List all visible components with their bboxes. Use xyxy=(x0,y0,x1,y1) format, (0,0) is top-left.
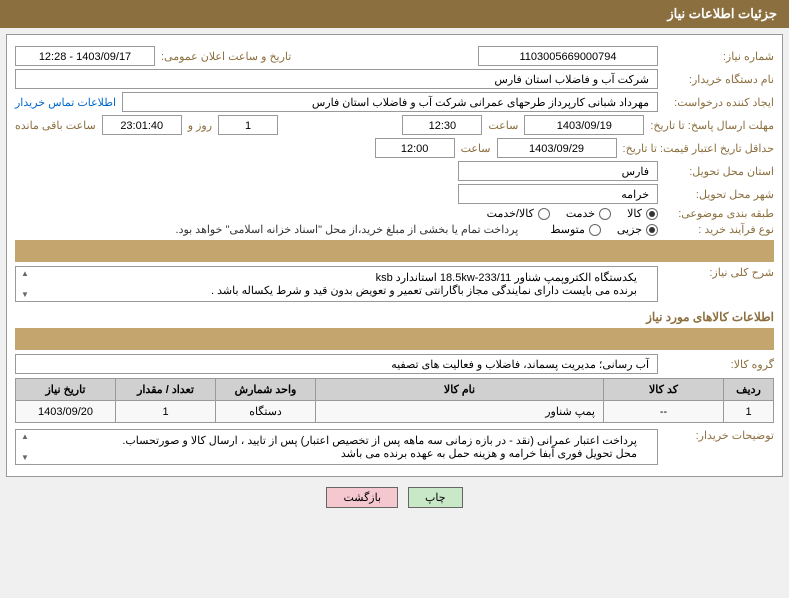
announce-date-value: 1403/09/17 - 12:28 xyxy=(15,46,155,66)
hour-label-2: ساعت xyxy=(461,142,491,155)
print-button[interactable]: چاپ xyxy=(408,487,463,508)
radio-icon xyxy=(646,208,658,220)
radio-service[interactable]: خدمت xyxy=(566,207,611,220)
radio-icon xyxy=(589,224,601,236)
table-header-row: ردیف کد کالا نام کالا واحد شمارش تعداد /… xyxy=(16,379,774,401)
goods-info-header: اطلاعات کالاهای مورد نیاز xyxy=(15,310,774,324)
scroll-up-icon[interactable]: ▲ xyxy=(18,269,32,278)
divider-band-2 xyxy=(15,328,774,350)
desc-line-2: برنده می بایست دارای نمایندگی مجاز باگار… xyxy=(22,284,637,297)
radio-partial[interactable]: جزیی xyxy=(617,223,658,236)
need-number-value: 1103005669000794 xyxy=(478,46,658,66)
button-row: چاپ بازگشت xyxy=(0,487,789,508)
divider-band-1 xyxy=(15,240,774,262)
radio-goods[interactable]: کالا xyxy=(627,207,658,220)
price-validity-label: حداقل تاریخ اعتبار قیمت: تا تاریخ: xyxy=(623,142,774,155)
response-time-value: 12:30 xyxy=(402,115,482,135)
page-title: جزئیات اطلاعات نیاز xyxy=(0,0,789,28)
td-code: -- xyxy=(604,401,724,423)
process-label: نوع فرآیند خرید : xyxy=(664,223,774,236)
buyer-org-value: شرکت آب و فاضلاب استان فارس xyxy=(15,69,658,89)
response-deadline-label: مهلت ارسال پاسخ: تا تاریخ: xyxy=(650,119,774,132)
radio-goods-service[interactable]: کالا/خدمت xyxy=(487,207,550,220)
th-name: نام کالا xyxy=(316,379,604,401)
td-unit: دستگاه xyxy=(216,401,316,423)
th-qty: تعداد / مقدار xyxy=(116,379,216,401)
th-row: ردیف xyxy=(724,379,774,401)
buyer-notes-box[interactable]: پرداخت اعتبار عمرانی (نقد - در بازه زمان… xyxy=(15,429,658,465)
td-row: 1 xyxy=(724,401,774,423)
requester-label: ایجاد کننده درخواست: xyxy=(664,96,774,109)
province-value: فارس xyxy=(458,161,658,181)
payment-note: پرداخت تمام یا بخشی از مبلغ خرید،از محل … xyxy=(176,223,519,236)
th-unit: واحد شمارش xyxy=(216,379,316,401)
main-form: شماره نیاز: 1103005669000794 تاریخ و ساع… xyxy=(6,34,783,477)
overall-desc-label: شرح کلی نیاز: xyxy=(664,266,774,279)
table-row: 1 -- پمپ شناور دستگاه 1 1403/09/20 xyxy=(16,401,774,423)
hours-left-value: 23:01:40 xyxy=(102,115,182,135)
need-number-label: شماره نیاز: xyxy=(664,50,774,63)
goods-table: ردیف کد کالا نام کالا واحد شمارش تعداد /… xyxy=(15,378,774,423)
radio-icon xyxy=(538,208,550,220)
th-date: تاریخ نیاز xyxy=(16,379,116,401)
city-label: شهر محل تحویل: xyxy=(664,188,774,201)
td-qty: 1 xyxy=(116,401,216,423)
day-and-label: روز و xyxy=(188,119,212,132)
response-date-value: 1403/09/19 xyxy=(524,115,644,135)
notes-line-1: پرداخت اعتبار عمرانی (نقد - در بازه زمان… xyxy=(22,434,637,447)
back-button[interactable]: بازگشت xyxy=(326,487,398,508)
scroll-up-icon[interactable]: ▲ xyxy=(18,432,32,441)
radio-icon xyxy=(646,224,658,236)
td-name: پمپ شناور xyxy=(316,401,604,423)
days-left-value: 1 xyxy=(218,115,278,135)
notes-line-2: محل تحویل فوری آبفا خرامه و هزینه حمل به… xyxy=(22,447,637,460)
radio-medium[interactable]: متوسط xyxy=(550,223,601,236)
scroll-down-icon[interactable]: ▼ xyxy=(18,290,32,299)
radio-icon xyxy=(599,208,611,220)
category-label: طبقه بندی موضوعی: xyxy=(664,207,774,220)
goods-group-label: گروه کالا: xyxy=(664,358,774,371)
contact-link[interactable]: اطلاعات تماس خریدار xyxy=(15,96,116,109)
buyer-org-label: نام دستگاه خریدار: xyxy=(664,73,774,86)
scroll-down-icon[interactable]: ▼ xyxy=(18,453,32,462)
city-value: خرامه xyxy=(458,184,658,204)
requester-value: مهرداد شبانی کارپرداز طرحهای عمرانی شرکت… xyxy=(122,92,658,112)
td-date: 1403/09/20 xyxy=(16,401,116,423)
buyer-notes-label: توضیحات خریدار: xyxy=(664,429,774,442)
th-code: کد کالا xyxy=(604,379,724,401)
category-radio-group: کالا خدمت کالا/خدمت xyxy=(487,207,658,220)
remaining-label: ساعت باقی مانده xyxy=(15,119,96,132)
hour-label-1: ساعت xyxy=(488,119,518,132)
overall-desc-box[interactable]: یکدستگاه الکتروپمپ شناور 18.5kw-233/11 ا… xyxy=(15,266,658,302)
price-validity-time: 12:00 xyxy=(375,138,455,158)
announce-date-label: تاریخ و ساعت اعلان عمومی: xyxy=(161,50,291,63)
desc-line-1: یکدستگاه الکتروپمپ شناور 18.5kw-233/11 ا… xyxy=(22,271,637,284)
province-label: استان محل تحویل: xyxy=(664,165,774,178)
process-radio-group: جزیی متوسط xyxy=(550,223,658,236)
goods-group-value: آب رسانی؛ مدیریت پسماند، فاضلاب و فعالیت… xyxy=(15,354,658,374)
price-validity-date: 1403/09/29 xyxy=(497,138,617,158)
